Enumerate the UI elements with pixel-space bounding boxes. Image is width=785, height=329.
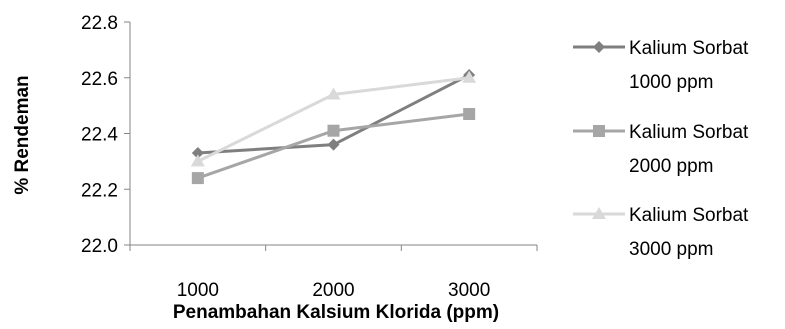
data-point-square — [191, 172, 204, 185]
legend-label-line1: Kalium Sorbat — [629, 122, 749, 143]
data-point-diamond — [191, 147, 204, 160]
x-tick-labels: 1000 2000 3000 — [177, 280, 491, 301]
legend-label-line2: 2000 ppm — [629, 156, 714, 177]
y-axis-title: % Rendeman — [12, 75, 33, 194]
data-point-triangle — [462, 70, 477, 83]
data-point-triangle — [190, 154, 205, 167]
legend: Kalium Sorbat 1000 ppm Kalium Sorbat 2000 p… — [573, 38, 749, 260]
legend-marker — [593, 125, 605, 137]
legend-item-2: Kalium Sorbat 2000 ppm — [573, 122, 749, 177]
y-tick-label: 22.6 — [81, 69, 118, 90]
legend-marker — [593, 41, 605, 53]
legend-label-line2: 1000 ppm — [629, 72, 714, 93]
legend-item-3: Kalium Sorbat 3000 ppm — [573, 205, 749, 260]
data-point-diamond — [327, 138, 340, 151]
series-3 — [190, 70, 477, 167]
y-tick-label: 22.2 — [81, 180, 118, 201]
x-axis-title: Penambahan Kalsium Klorida (ppm) — [173, 302, 499, 323]
y-tick-label: 22.0 — [81, 236, 118, 257]
legend-label-line1: Kalium Sorbat — [629, 38, 749, 59]
data-point-square — [327, 124, 340, 137]
data-point-square — [463, 107, 476, 120]
y-tick-label: 22.4 — [81, 125, 118, 146]
x-tick-label: 1000 — [177, 280, 219, 301]
legend-label-line1: Kalium Sorbat — [629, 205, 749, 226]
legend-label-line2: 3000 ppm — [629, 239, 714, 260]
y-axis — [124, 21, 131, 246]
series-layer — [190, 68, 477, 185]
x-tick-label: 2000 — [312, 280, 354, 301]
x-axis — [129, 244, 538, 251]
series-2 — [191, 107, 476, 185]
data-point-triangle — [326, 87, 341, 100]
y-tick-label: 22.8 — [81, 13, 118, 34]
x-tick-label: 3000 — [448, 280, 490, 301]
legend-marker — [592, 207, 606, 219]
legend-item-1: Kalium Sorbat 1000 ppm — [573, 38, 749, 93]
y-tick-labels: 22.0 22.2 22.4 22.6 22.8 — [81, 13, 118, 257]
